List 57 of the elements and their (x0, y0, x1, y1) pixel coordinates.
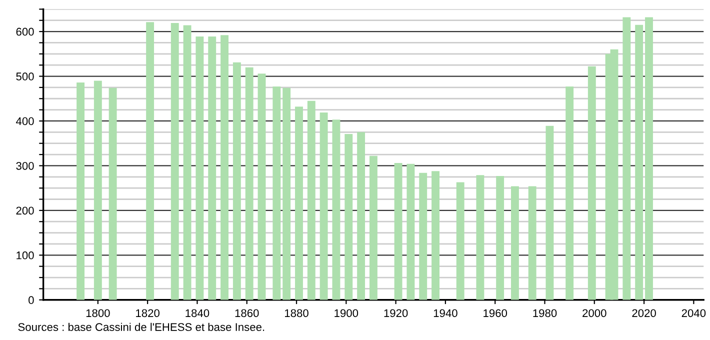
x-tick-label: 1820 (136, 309, 160, 318)
bar (566, 86, 574, 300)
bar (258, 74, 266, 300)
bar (344, 134, 353, 300)
x-tick-label: 1840 (186, 309, 210, 318)
source-note: Sources : base Cassini de l'EHESS et base Insee. (18, 322, 264, 332)
bar (432, 171, 440, 300)
bar (232, 62, 241, 300)
bar (419, 172, 428, 300)
bar (146, 22, 154, 300)
bar (295, 106, 303, 300)
bar (272, 86, 281, 300)
x-tick-label: 1940 (434, 309, 458, 318)
bar (369, 156, 378, 300)
bar (320, 112, 328, 300)
x-tick-label: 1900 (334, 309, 358, 318)
bar (635, 24, 644, 300)
bar (645, 17, 653, 300)
x-tick-label: 2040 (682, 309, 706, 318)
bar (456, 182, 464, 300)
bar (170, 23, 179, 300)
bar (588, 66, 596, 300)
bar (496, 176, 504, 300)
bar (76, 82, 85, 300)
x-tick-label: 2020 (632, 309, 656, 318)
y-tick-label: 300 (16, 162, 34, 170)
bar (406, 164, 415, 300)
bar (622, 17, 631, 300)
bar (307, 100, 316, 300)
x-tick-label: 1920 (384, 309, 408, 318)
bar (282, 88, 291, 300)
bar (332, 120, 340, 300)
bar (94, 80, 102, 300)
bar (108, 88, 117, 300)
y-tick-label: 400 (16, 117, 34, 126)
bar (196, 36, 204, 300)
bar (546, 126, 554, 300)
y-tick-label: 0 (28, 296, 34, 304)
x-tick-label: 2000 (582, 309, 606, 318)
y-tick-label: 500 (16, 72, 34, 80)
bar (394, 163, 402, 300)
y-tick-label: 200 (16, 206, 34, 215)
x-tick-label: 1980 (533, 309, 557, 318)
x-tick-label: 1800 (86, 309, 110, 318)
x-tick-label: 1860 (235, 309, 259, 318)
y-tick-label: 100 (16, 251, 34, 260)
y-tick-label: 600 (16, 28, 34, 36)
bar (510, 186, 519, 300)
x-tick-label: 1880 (284, 309, 308, 318)
x-tick-label: 1960 (484, 309, 508, 318)
bar (220, 35, 228, 300)
bar (245, 67, 254, 300)
bar (357, 132, 366, 300)
bar (208, 36, 216, 300)
bar (528, 186, 536, 300)
bar (476, 175, 484, 300)
bar (183, 25, 192, 300)
